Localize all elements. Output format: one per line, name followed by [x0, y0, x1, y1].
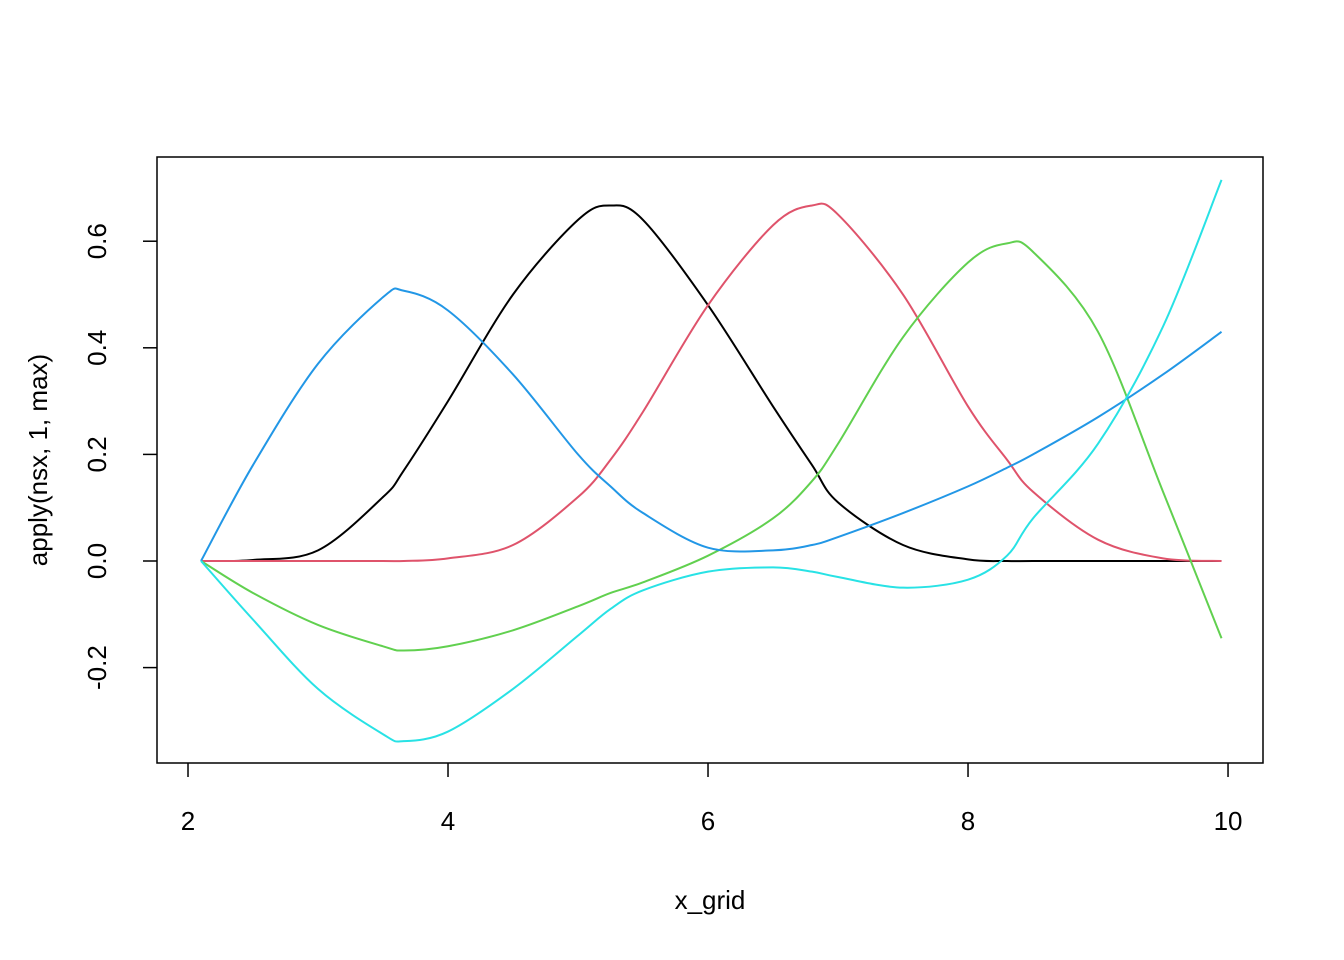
y-tick-label: 0.2 [82, 436, 112, 472]
plot-box [156, 156, 1264, 764]
x-axis-label: x_grid [675, 885, 746, 915]
y-axis-label: apply(nsx, 1, max) [23, 354, 53, 566]
series-line [201, 202, 1222, 563]
y-tick-label: 0.0 [82, 543, 112, 579]
y-tick-label: -0.2 [82, 645, 112, 690]
series-line [200, 287, 1223, 562]
y-tick-label: 0.6 [82, 223, 112, 259]
series-line [200, 179, 1223, 743]
x-tick-label: 6 [701, 806, 715, 836]
x-tick-label: 2 [181, 806, 195, 836]
series-line [200, 240, 1223, 652]
series-line [200, 204, 1222, 563]
x-tick-label: 4 [441, 806, 455, 836]
y-tick-label: 0.4 [82, 330, 112, 366]
x-tick-label: 8 [961, 806, 975, 836]
x-tick-label: 10 [1214, 806, 1243, 836]
